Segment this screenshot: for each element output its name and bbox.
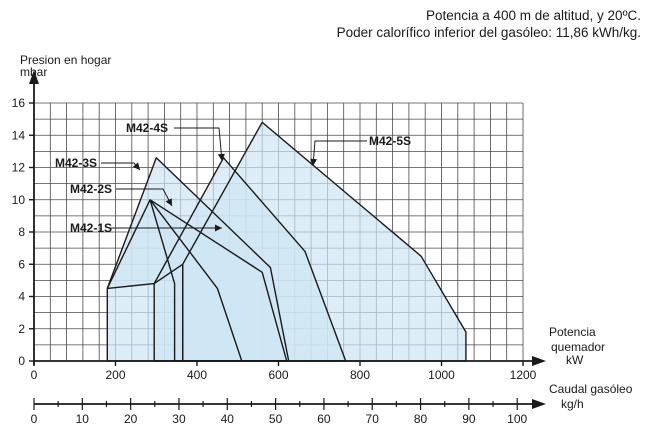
x2-tick-label: 50 — [269, 412, 283, 426]
altitude-note: Potencia a 400 m de altitud, y 20ºC. — [425, 8, 641, 23]
y-tick-label: 8 — [18, 225, 25, 239]
series-label-M42-3S: M42-3S — [55, 156, 97, 170]
calorific-value-note: Poder calorífico inferior del gasóleo: 1… — [336, 25, 641, 40]
series-leader-arrow — [165, 198, 172, 206]
x2-tick-label: 30 — [172, 412, 186, 426]
x-tick-label: 800 — [350, 368, 370, 382]
x2-tick-label: 20 — [124, 412, 138, 426]
x-axis-title: Potencia — [549, 325, 596, 339]
series-leader-arrow — [215, 224, 222, 232]
y-tick-label: 4 — [18, 290, 25, 304]
x2-tick-label: 10 — [76, 412, 90, 426]
x-tick-label: 600 — [268, 368, 288, 382]
series-leader-line — [312, 140, 367, 167]
x-axis-arrow — [532, 356, 546, 366]
chart-areas — [107, 122, 466, 361]
series-label-M42-5S: M42-5S — [369, 134, 411, 148]
x2-tick-label: 40 — [221, 412, 235, 426]
y-tick-label: 14 — [12, 128, 26, 142]
series-leader-arrow — [132, 162, 140, 170]
series-outline-M42-3S — [106, 157, 290, 362]
series-labels: M42-1S M42-2S M42-3S M42-4S M42-5S — [55, 121, 411, 235]
chart-axes: 0 2 4 6 8 10 12 14 16 0 200 400 600 800 1000 1200 0 10 20 3… — [12, 70, 546, 426]
series-label-M42-1S: M42-1S — [70, 221, 112, 235]
x2-tick-label: 0 — [31, 412, 38, 426]
x-tick-label: 0 — [31, 368, 38, 382]
y-axis-title: Presion en hogar — [20, 53, 111, 67]
x-tick-label: 1200 — [510, 368, 537, 382]
x-axis-title-2: quemador — [551, 340, 605, 354]
y-tick-label: 0 — [18, 354, 25, 368]
y-tick-label: 6 — [18, 257, 25, 271]
y-axis-arrow — [29, 70, 39, 84]
y-tick-label: 10 — [12, 193, 26, 207]
series-area-M42-5S — [182, 122, 466, 361]
y-tick-label: 12 — [12, 161, 26, 175]
x2-axis-title: Caudal gasóleo — [549, 382, 633, 396]
x2-tick-label: 70 — [366, 412, 380, 426]
x2-tick-label: 80 — [414, 412, 428, 426]
series-label-M42-2S: M42-2S — [70, 182, 112, 196]
x2-axis-unit: kg/h — [561, 397, 584, 411]
x2-tick-label: 90 — [462, 412, 476, 426]
series-leader-line — [174, 127, 223, 162]
x2-tick-label: 100 — [507, 412, 527, 426]
y-tick-label: 2 — [18, 322, 25, 336]
y-axis-unit: mbar — [20, 65, 47, 79]
series-leader-arrow — [310, 158, 317, 166]
y-tick-label: 16 — [12, 96, 26, 110]
series-leader-arrow — [217, 153, 225, 161]
x-axis-unit: kW — [566, 353, 584, 367]
x2-tick-label: 60 — [317, 412, 331, 426]
x2-axis-arrow — [532, 399, 546, 409]
x-tick-label: 400 — [187, 368, 207, 382]
series-label-M42-4S: M42-4S — [126, 121, 168, 135]
x-tick-label: 1000 — [428, 368, 455, 382]
x-tick-label: 200 — [105, 368, 125, 382]
